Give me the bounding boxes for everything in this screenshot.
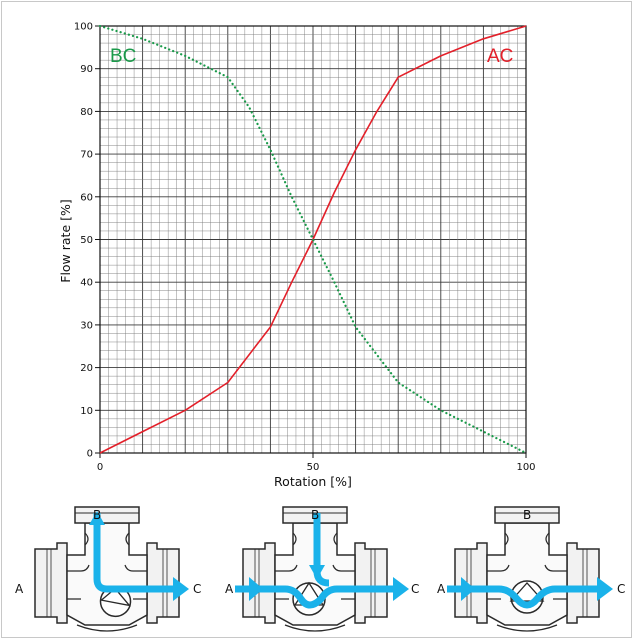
y-tick-label: 0 bbox=[87, 449, 93, 460]
y-tick-label: 30 bbox=[80, 320, 93, 331]
flow-arrow-middle-a bbox=[235, 585, 393, 609]
chart-series bbox=[98, 24, 528, 455]
series-label-ac: AC bbox=[487, 46, 513, 67]
port-label-a-middle: A bbox=[225, 582, 234, 596]
y-tick-label: 40 bbox=[80, 278, 93, 289]
y-tick-label: 100 bbox=[74, 22, 93, 33]
valve-diagram-left: A B C bbox=[15, 506, 201, 632]
port-label-a-right: A bbox=[437, 582, 446, 596]
y-tick-label: 20 bbox=[80, 363, 93, 374]
flow-chart: 0 10 20 30 40 50 60 70 80 90 100 0 50 100 Rotation [%… bbox=[58, 22, 536, 490]
port-label-b-left: B bbox=[93, 508, 101, 522]
x-tick-label: 50 bbox=[307, 462, 320, 473]
y-axis-label: Flow rate [%] bbox=[58, 199, 73, 283]
series-label-bc: BC bbox=[110, 46, 136, 67]
chart-grid bbox=[99, 25, 527, 454]
y-tick-label: 60 bbox=[80, 192, 93, 203]
x-tick-label: 100 bbox=[516, 462, 535, 473]
y-tick-label: 80 bbox=[80, 107, 93, 118]
port-label-c-right: C bbox=[617, 582, 625, 596]
y-tick-label: 50 bbox=[80, 235, 93, 246]
chart-ticks: 0 10 20 30 40 50 60 70 80 90 100 0 50 100 bbox=[74, 22, 536, 474]
valve-diagram-middle: A B C bbox=[225, 506, 419, 632]
y-tick-label: 90 bbox=[80, 64, 93, 75]
valve-ball-left bbox=[99, 585, 132, 618]
port-label-a-left: A bbox=[15, 582, 24, 596]
port-label-b-right: B bbox=[523, 508, 531, 522]
port-label-c-left: C bbox=[193, 582, 201, 596]
port-label-c-middle: C bbox=[411, 582, 419, 596]
port-label-b-middle: B bbox=[311, 508, 319, 522]
x-tick-label: 0 bbox=[97, 462, 103, 473]
series-line-ac bbox=[99, 25, 527, 454]
x-axis-label: Rotation [%] bbox=[274, 474, 352, 489]
y-tick-label: 70 bbox=[80, 150, 93, 161]
flow-arrow-left bbox=[93, 513, 173, 593]
y-tick-label: 10 bbox=[80, 406, 93, 417]
series-line-bc bbox=[98, 24, 528, 455]
valve-diagram-right: A B C bbox=[437, 506, 625, 632]
flow-arrow-right bbox=[447, 585, 597, 609]
